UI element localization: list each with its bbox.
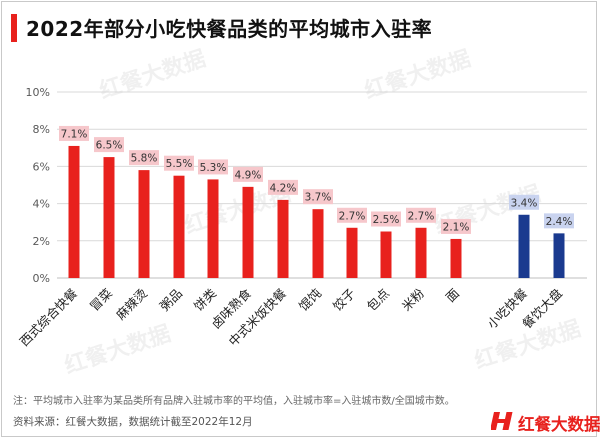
data-label-bg <box>233 166 263 182</box>
data-label-bg <box>129 150 159 166</box>
data-label-bg <box>164 155 194 171</box>
bar <box>312 209 324 278</box>
bar <box>346 227 358 278</box>
bar <box>242 186 254 278</box>
bar <box>553 233 565 278</box>
x-category-label: 冒菜 <box>87 285 116 314</box>
x-category-label: 面 <box>443 286 462 305</box>
bar <box>207 179 219 278</box>
data-label-bg <box>441 218 471 234</box>
x-category-label: 饼类 <box>191 285 220 314</box>
data-label: 3.4% <box>511 197 538 209</box>
bar <box>173 175 185 278</box>
bar-chart: 0% 2% 4% 6% 8% 10% 7.1% 西式综合快餐 6.5% 冒菜 5.8% 麻辣烫 5.5%… <box>16 86 587 349</box>
data-label: 6.5% <box>96 140 123 152</box>
data-label: 2.7% <box>339 210 366 222</box>
title-accent-bar <box>11 14 17 42</box>
data-label-bg <box>59 125 89 141</box>
brand-logo: 红餐大数据 <box>491 409 600 435</box>
bar <box>68 145 80 278</box>
data-label-bg <box>198 159 228 175</box>
data-label-bg <box>544 213 574 229</box>
data-label: 2.5% <box>373 214 400 226</box>
bar <box>103 157 115 278</box>
bar <box>518 214 530 278</box>
data-label: 2.1% <box>443 221 470 233</box>
data-source: 资料来源：红餐大数据，数据统计截至2022年12月 <box>13 416 253 428</box>
y-tick-label: 2% <box>33 235 50 248</box>
logo-mark-icon <box>491 412 513 430</box>
data-label-bg <box>337 207 367 223</box>
x-category-label: 包点 <box>364 286 392 314</box>
x-category-label: 西式综合快餐 <box>16 285 80 349</box>
x-category-label: 馄饨 <box>296 285 325 314</box>
data-label: 5.5% <box>166 158 193 170</box>
data-label-bg <box>509 194 539 210</box>
data-label-bg <box>371 211 401 227</box>
data-label-bg <box>406 207 436 223</box>
x-category-label: 粥品 <box>157 286 185 314</box>
x-category-label: 麻辣烫 <box>113 285 150 322</box>
bar <box>415 227 427 278</box>
bar <box>277 199 289 278</box>
data-label: 2.7% <box>408 210 435 222</box>
data-label-bg <box>94 137 124 153</box>
data-label-bg <box>268 179 298 195</box>
y-tick-label: 0% <box>33 272 50 285</box>
data-label: 4.9% <box>235 169 262 181</box>
data-label: 5.3% <box>200 162 227 174</box>
bar <box>450 238 462 278</box>
data-label: 7.1% <box>61 128 88 140</box>
data-label: 3.7% <box>305 192 332 204</box>
footnote: 注：平均城市入驻率为某品类所有品牌入驻城市率的平均值，入驻城市率=入驻城市数/全… <box>13 396 455 407</box>
x-category-label: 饺子 <box>330 286 358 314</box>
y-tick-label: 10% <box>26 86 50 99</box>
x-category-label: 米粉 <box>399 285 428 314</box>
y-tick-label: 4% <box>33 198 50 211</box>
data-label-bg <box>303 189 333 205</box>
chart-title: 2022年部分小吃快餐品类的平均城市入驻率 <box>26 17 433 41</box>
data-label: 2.4% <box>546 216 573 228</box>
y-tick-label: 8% <box>33 123 50 136</box>
bar <box>138 170 150 278</box>
data-label: 5.8% <box>131 153 158 165</box>
logo-text: 红餐大数据 <box>518 415 600 434</box>
y-tick-label: 6% <box>33 160 50 173</box>
data-label: 4.2% <box>270 182 297 194</box>
bar <box>380 231 392 278</box>
